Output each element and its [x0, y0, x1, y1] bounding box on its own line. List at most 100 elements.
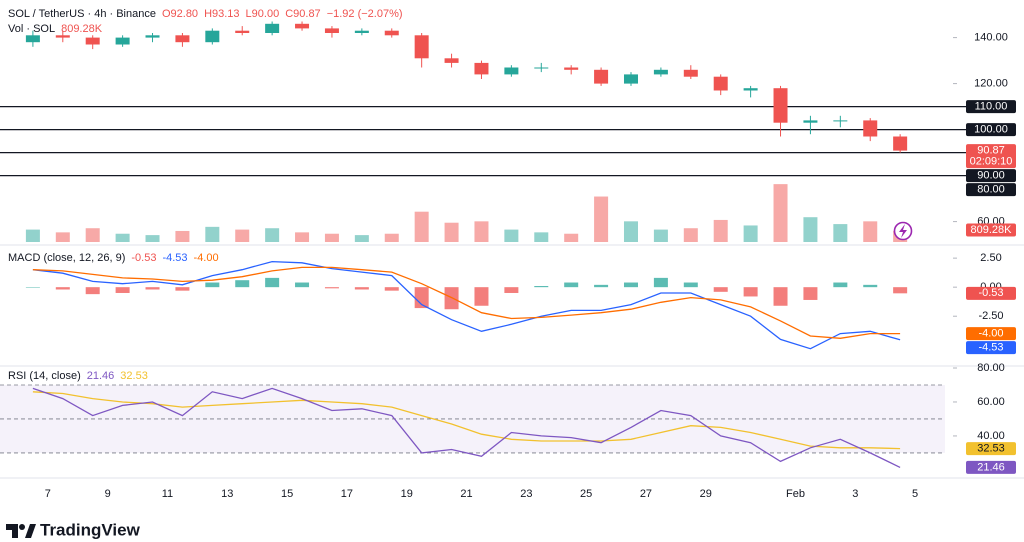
macd-value: -4.53: [162, 252, 187, 264]
candle-body: [175, 35, 190, 43]
volume-bar: [55, 232, 70, 242]
volume-bar: [265, 228, 280, 242]
macd-histogram: [205, 282, 220, 288]
volume-bar: [863, 221, 878, 242]
macd-histogram: [25, 287, 40, 288]
alert-icon[interactable]: [893, 221, 913, 241]
macd-histogram: [564, 282, 579, 288]
volume-bar: [534, 232, 549, 242]
volume-title: Vol · SOL: [8, 23, 55, 35]
candle-body: [594, 69, 609, 84]
macd-histogram: [265, 277, 280, 288]
volume-bar: [773, 184, 788, 242]
volume-bar: [683, 228, 698, 242]
candle-body: [295, 23, 310, 29]
macd-histogram: [324, 287, 339, 289]
y-tick-label: 120.00: [974, 78, 1008, 90]
volume-bar: [324, 233, 339, 242]
y-tick-label: 80.00: [977, 362, 1005, 374]
volume-bar: [564, 233, 579, 242]
macd-title: MACD (close, 12, 26, 9): [8, 252, 125, 264]
price-label-box: [966, 144, 1016, 169]
candle-body: [833, 120, 848, 122]
macd-histogram: [175, 287, 190, 291]
price-label: -4.53: [978, 342, 1003, 354]
candle-body: [564, 67, 579, 70]
brand-name: TradingView: [40, 520, 141, 539]
x-tick-label: 13: [221, 488, 233, 500]
macd-histogram: [295, 282, 310, 288]
price-label: -0.53: [978, 287, 1003, 299]
ohlc-value: H93.13: [204, 8, 239, 20]
x-tick-label: 23: [520, 488, 532, 500]
x-tick-label: 3: [852, 488, 858, 500]
candle-body: [504, 67, 519, 75]
candle-body: [534, 67, 549, 69]
symbol-title: SOL / TetherUS · 4h · Binance: [8, 8, 156, 20]
x-tick-label: 15: [281, 488, 293, 500]
price-label-box: [966, 460, 1016, 474]
price-label-box: [966, 327, 1016, 341]
candle-body: [265, 23, 280, 33]
candle-body: [354, 30, 369, 33]
candle-body: [444, 58, 459, 63]
candle-body: [235, 30, 250, 33]
volume-bar: [384, 233, 399, 242]
rsi-value: 21.46: [87, 370, 115, 382]
macd-histogram: [713, 287, 728, 292]
candle-body: [384, 30, 399, 36]
volume-bar: [623, 221, 638, 242]
volume-bar: [803, 217, 818, 242]
volume-bar: [85, 228, 100, 242]
ohlc-value: L90.00: [246, 8, 280, 20]
macd-histogram: [653, 277, 668, 288]
volume-bar: [25, 229, 40, 242]
volume-bar: [713, 219, 728, 242]
ohlc-value: O92.80: [162, 8, 198, 20]
x-tick-label: 5: [912, 488, 918, 500]
candle-body: [145, 35, 160, 38]
volume-bar: [653, 229, 668, 242]
volume-bar: [354, 235, 369, 242]
volume-bar: [444, 222, 459, 242]
macd-histogram: [683, 282, 698, 288]
macd-histogram: [743, 287, 758, 297]
price-label: 21.46: [977, 461, 1005, 473]
indicator-line: [32, 266, 901, 339]
price-label-box: [966, 169, 1016, 183]
x-tick-label: Feb: [786, 488, 805, 500]
logo-dot: [19, 524, 25, 530]
macd-histogram: [235, 280, 250, 288]
volume-bar: [235, 229, 250, 242]
macd-histogram: [115, 287, 130, 293]
macd-histogram: [354, 287, 369, 290]
price-label: 809.28K: [971, 224, 1013, 236]
countdown: 02:09:10: [970, 156, 1013, 168]
candle-body: [414, 35, 429, 59]
macd-histogram: [414, 287, 429, 309]
volume-bar: [175, 230, 190, 242]
signal-value: -4.00: [194, 252, 219, 264]
macd-histogram: [833, 282, 848, 288]
macd-hist-value: -0.53: [131, 252, 156, 264]
macd-histogram: [623, 282, 638, 288]
x-tick-label: 9: [105, 488, 111, 500]
price-label-box: [966, 223, 1016, 237]
price-label-box: [966, 100, 1016, 114]
candle-body: [55, 35, 70, 38]
y-tick-label: 40.00: [977, 430, 1005, 442]
volume-bar: [115, 233, 130, 242]
candle-body: [623, 74, 638, 84]
volume-bar: [145, 235, 160, 242]
price-label-box: [966, 123, 1016, 137]
volume-bar: [594, 196, 609, 242]
x-tick-label: 25: [580, 488, 592, 500]
volume-bar: [414, 211, 429, 242]
macd-histogram: [384, 287, 399, 291]
price-label-box: [966, 341, 1016, 355]
price-label-box: [966, 442, 1016, 456]
alert-bolt[interactable]: [899, 224, 907, 238]
y-tick-label: 140.00: [974, 32, 1008, 44]
candle-body: [25, 35, 40, 43]
